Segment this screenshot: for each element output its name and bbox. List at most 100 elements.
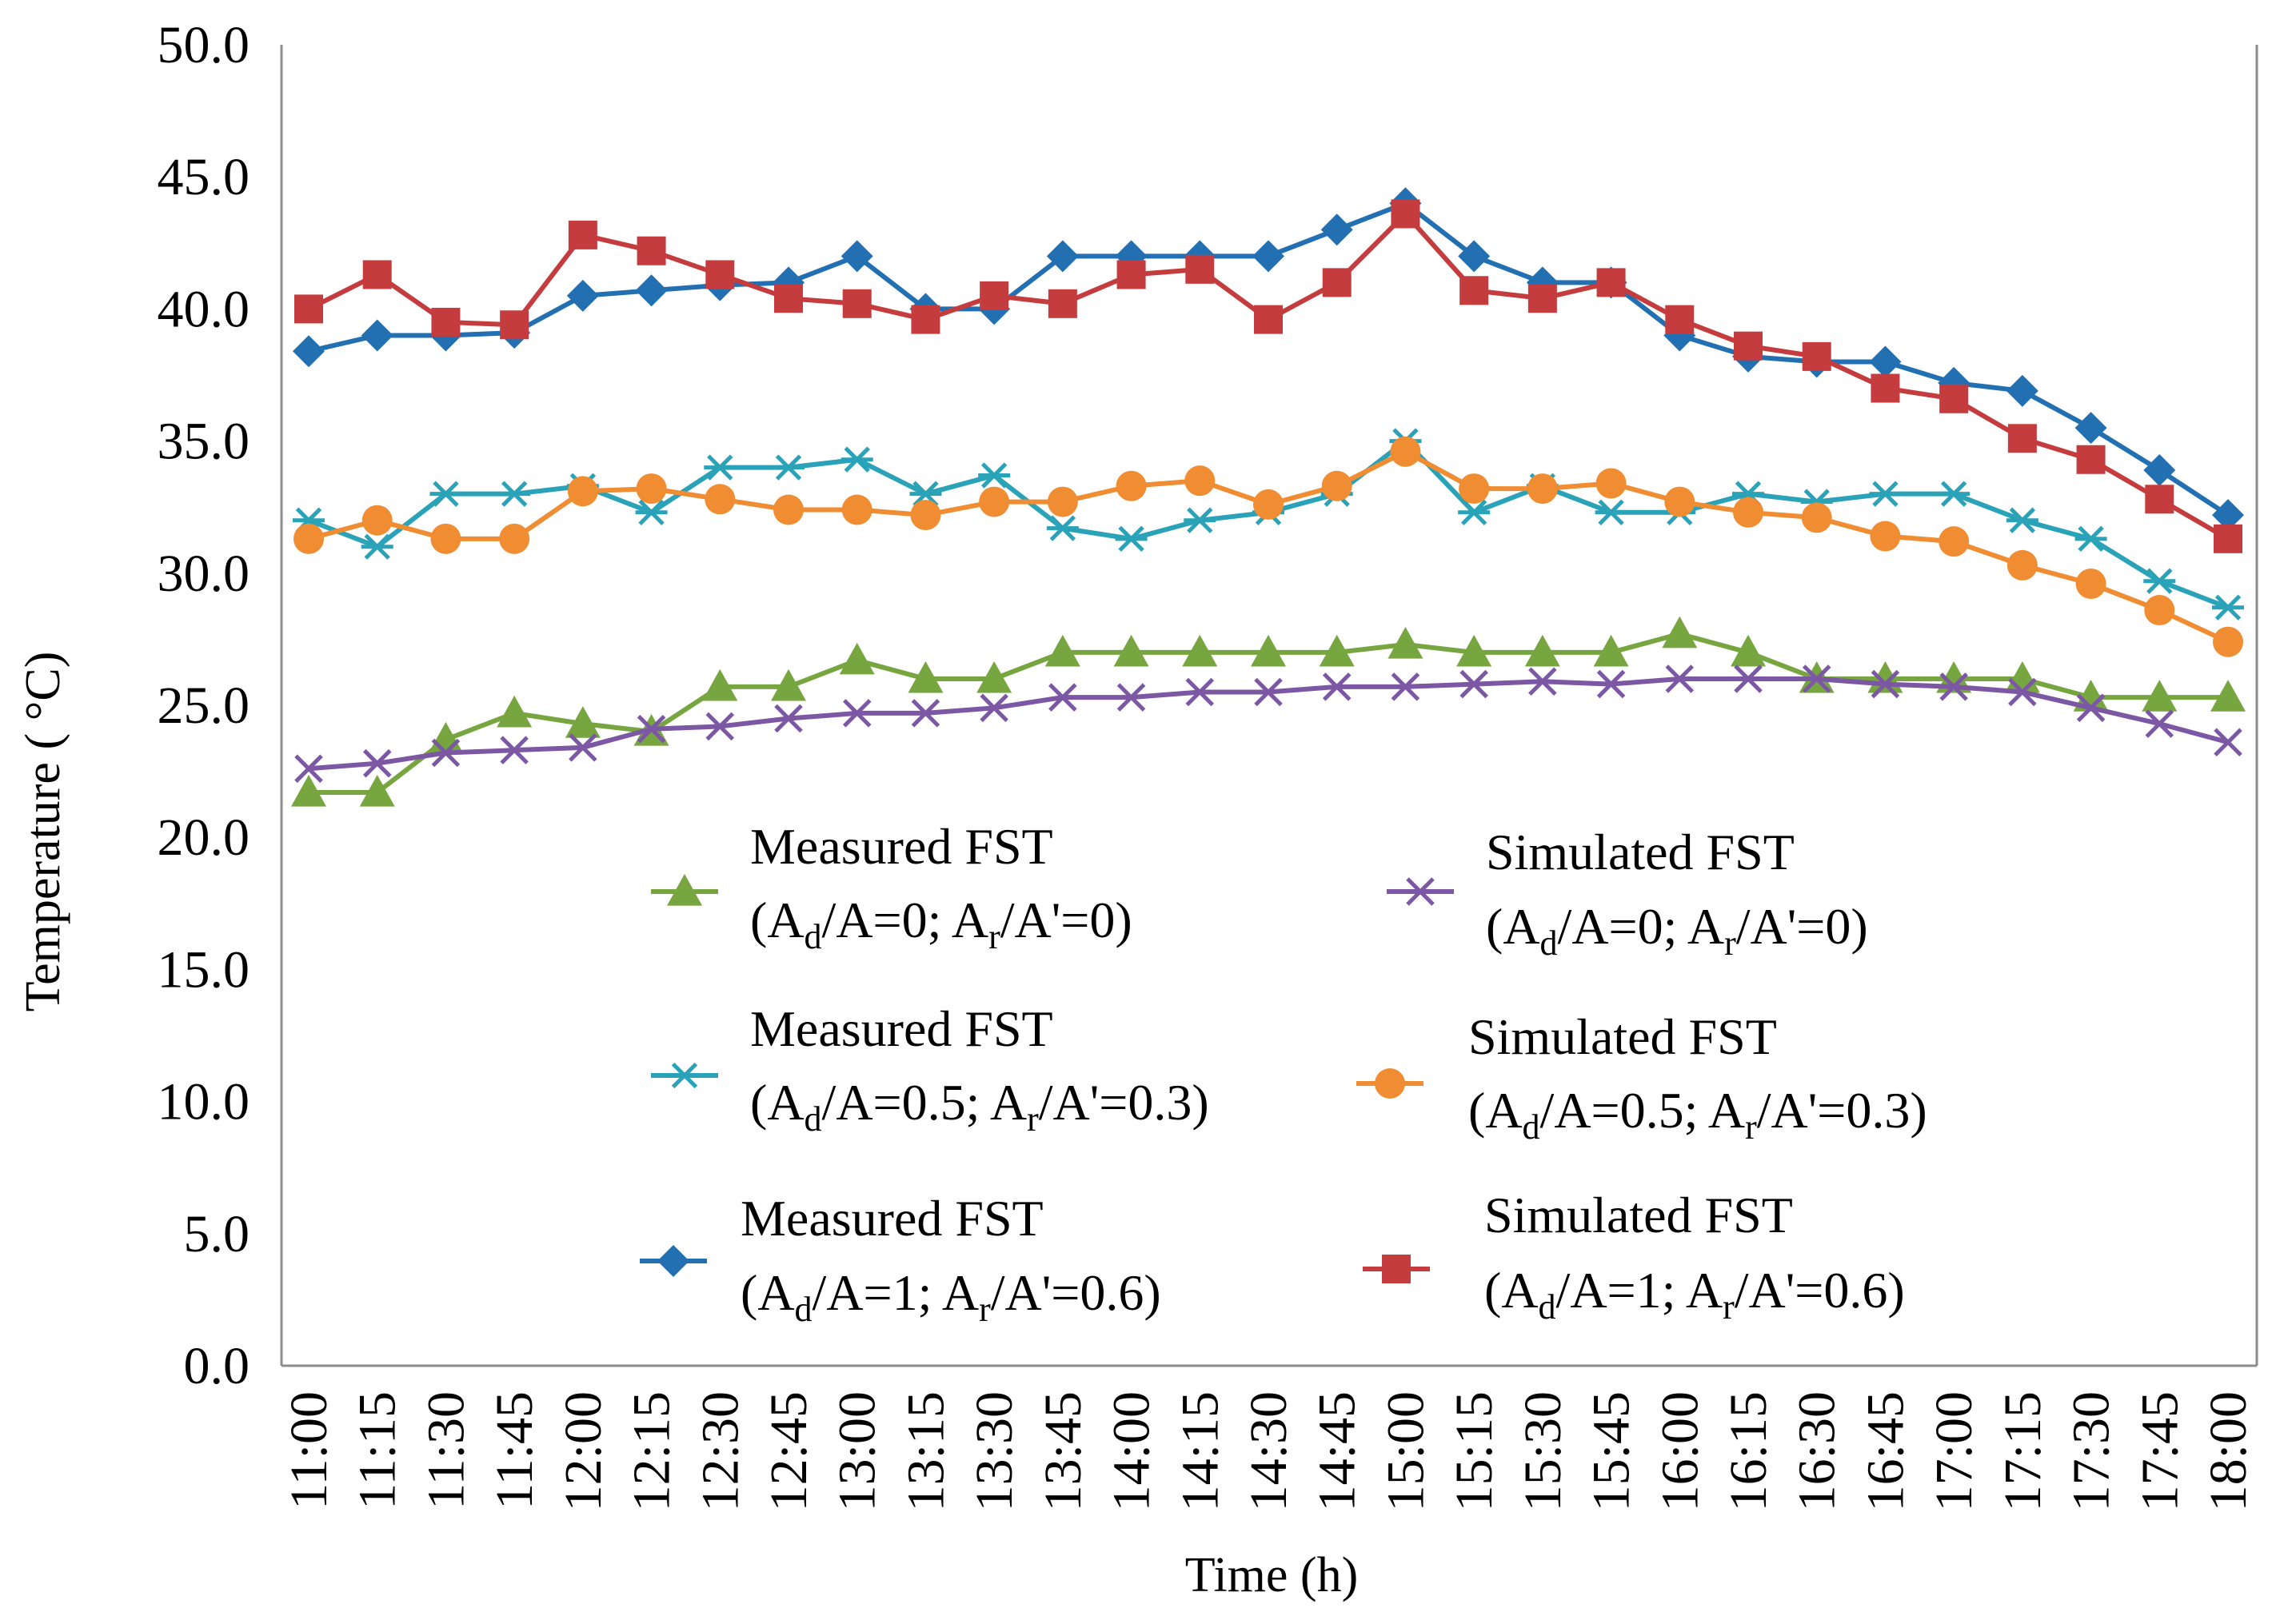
data-point xyxy=(1251,634,1286,667)
data-point xyxy=(1459,473,1490,505)
legend-label-part: /A=1; A xyxy=(813,1264,980,1321)
legend-label-part: r xyxy=(1027,1099,1039,1139)
data-point xyxy=(773,494,804,525)
series-1 xyxy=(291,616,2246,807)
data-point xyxy=(361,533,393,560)
legend-label: Simulated FST xyxy=(1486,824,1795,880)
data-point xyxy=(911,305,940,334)
x-tick-label: 15:30 xyxy=(1514,1391,1572,1511)
data-point xyxy=(657,1245,689,1277)
data-point xyxy=(498,481,531,507)
legend-label-part: r xyxy=(1723,1287,1735,1327)
legend-label-part: (A xyxy=(750,1074,805,1131)
x-tick-label: 13:15 xyxy=(896,1391,955,1511)
x-tick-label: 11:15 xyxy=(349,1391,407,1510)
data-point xyxy=(428,721,464,754)
data-point xyxy=(1595,468,1627,499)
data-point xyxy=(1595,499,1627,525)
data-point xyxy=(774,284,803,313)
data-point xyxy=(909,481,942,507)
legend-entry: Simulated FST (Ad/A=0.5; Ar/A'=0.3) xyxy=(1356,1008,1927,1147)
data-point xyxy=(1731,634,1766,667)
data-point xyxy=(771,668,806,701)
data-point xyxy=(1527,284,1557,313)
data-point xyxy=(1382,1255,1411,1283)
data-point xyxy=(1253,489,1284,520)
data-point xyxy=(1458,240,1491,273)
data-point xyxy=(500,736,529,764)
legend-label-part: /A'=0.6) xyxy=(991,1264,1161,1321)
data-point xyxy=(705,712,735,741)
x-tick-label: 14:00 xyxy=(1103,1391,1161,1511)
legend-label-part: d xyxy=(1540,924,1558,963)
data-point xyxy=(1321,470,1352,501)
x-tick-label: 14:15 xyxy=(1171,1391,1229,1511)
data-point xyxy=(667,874,702,906)
data-point xyxy=(637,714,666,744)
y-axis-title: Temperature ( °C) xyxy=(16,652,70,1012)
data-point xyxy=(565,706,601,738)
series-line xyxy=(307,438,2230,610)
data-point xyxy=(1048,289,1077,318)
data-point xyxy=(569,733,597,762)
y-tick-label: 25.0 xyxy=(158,676,250,735)
data-point xyxy=(1871,373,1900,403)
legend-label: Measured FST xyxy=(741,1190,1044,1247)
x-tick-label: 13:00 xyxy=(829,1391,887,1511)
data-point xyxy=(497,695,533,728)
data-point xyxy=(1113,634,1149,667)
x-tick-label: 16:30 xyxy=(1788,1391,1847,1511)
data-point xyxy=(1252,240,1284,273)
data-point xyxy=(429,481,462,507)
data-point xyxy=(669,1062,701,1089)
data-point xyxy=(293,335,325,368)
legend-label-part: /A=0.5; A xyxy=(822,1074,1028,1131)
data-point xyxy=(702,668,738,701)
data-point xyxy=(705,260,735,289)
data-point xyxy=(1596,268,1626,297)
data-point xyxy=(842,289,872,318)
data-point xyxy=(1734,331,1763,361)
data-point xyxy=(979,486,1010,517)
data-point xyxy=(361,319,393,352)
y-tick-label: 35.0 xyxy=(158,413,250,471)
legend: Measured FST(Ad/A=0; Ar/A'=0)Simulated F… xyxy=(640,818,1927,1329)
legend-label-part: r xyxy=(1745,1107,1757,1147)
data-point xyxy=(910,500,941,531)
data-point xyxy=(1527,473,1558,505)
data-point xyxy=(773,454,805,481)
data-point xyxy=(362,748,392,778)
data-point xyxy=(2074,525,2107,553)
legend-label-params: (Ad/A=1; Ar/A'=0.6) xyxy=(1484,1262,1905,1327)
data-point xyxy=(2213,626,2243,657)
data-point xyxy=(2006,549,2038,581)
data-point xyxy=(1459,669,1488,699)
data-point xyxy=(1182,634,1218,667)
data-point xyxy=(1048,683,1077,712)
data-point xyxy=(2007,424,2037,453)
data-point xyxy=(1593,634,1629,667)
x-tick-label: 16:00 xyxy=(1651,1391,1709,1511)
data-point xyxy=(1391,672,1420,701)
x-tick-label: 11:30 xyxy=(417,1391,475,1510)
y-tick-label: 45.0 xyxy=(158,148,250,206)
data-point xyxy=(1939,384,1969,413)
x-tick-label: 13:45 xyxy=(1034,1391,1092,1511)
data-point xyxy=(2210,680,2246,712)
x-tick-label: 12:15 xyxy=(623,1391,681,1511)
legend-label-part: /A=0; A xyxy=(822,892,989,948)
x-tick-label: 18:00 xyxy=(2199,1391,2258,1511)
x-tick-label: 15:15 xyxy=(1445,1391,1503,1511)
legend-entry: Simulated FST (Ad/A=0; Ar/A'=0) xyxy=(1387,824,1868,963)
legend-label-params: (Ad/A=1; Ar/A'=0.6) xyxy=(741,1264,1161,1329)
data-point xyxy=(1939,526,1970,557)
data-point xyxy=(291,775,326,807)
data-point xyxy=(1458,499,1491,525)
legend-label-part: r xyxy=(1724,924,1736,963)
x-axis-title: Time (h) xyxy=(1185,1548,1358,1602)
legend-label: Simulated FST xyxy=(1468,1008,1777,1065)
legend-entry: Measured FST (Ad/A=0.5; Ar/A'=0.3) xyxy=(651,1000,1209,1139)
data-point xyxy=(362,260,392,289)
x-tick-label: 13:30 xyxy=(965,1391,1024,1511)
